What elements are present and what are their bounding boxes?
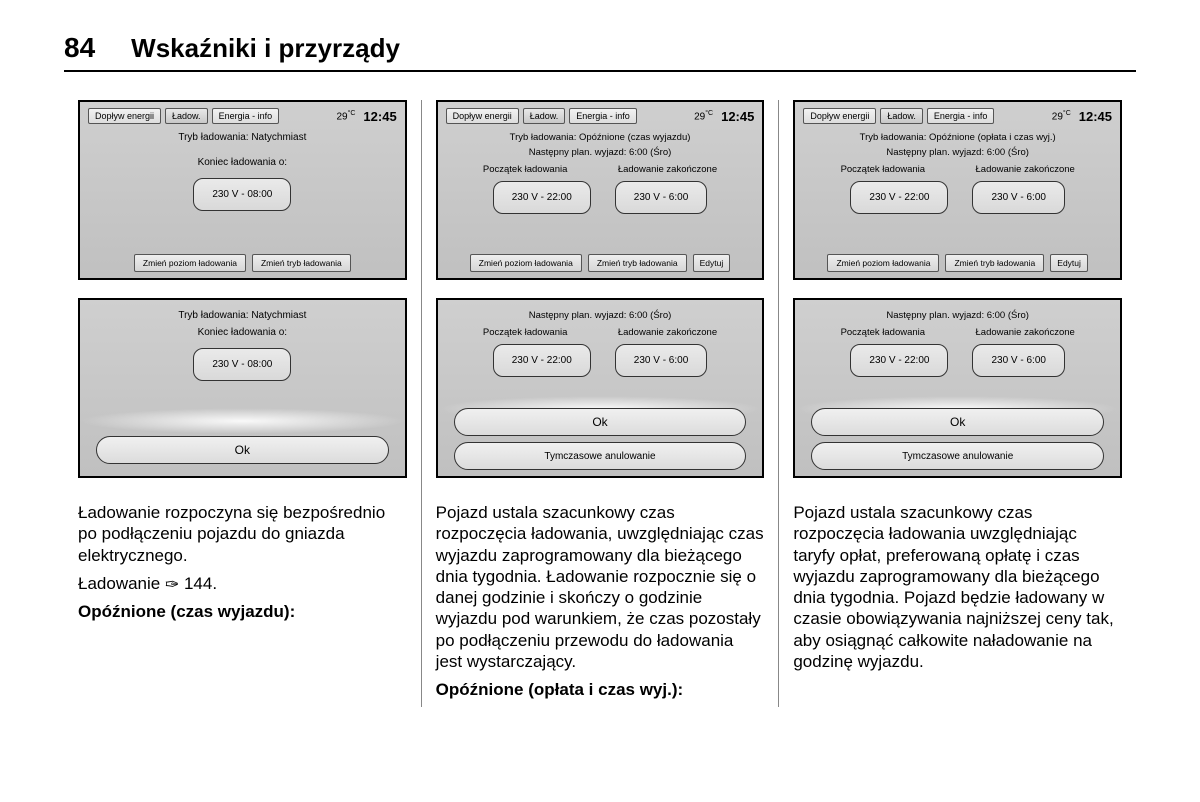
para: Pojazd ustala szacunkowy czas rozpoczęci…	[436, 502, 765, 672]
tab-energy-flow[interactable]: Dopływ energii	[88, 108, 161, 124]
end-box[interactable]: 230 V - 6:00	[972, 344, 1064, 377]
temperature: 29°C	[336, 110, 355, 122]
next-line: Następny plan. wyjazd: 6:00 (Śro)	[795, 310, 1120, 321]
next-line: Następny plan. wyjazd: 6:00 (Śro)	[438, 147, 763, 158]
btn-change-mode[interactable]: Zmień tryb ładowania	[945, 254, 1044, 272]
body-text: Pojazd ustala szacunkowy czas rozpoczęci…	[436, 502, 765, 707]
screen-immediate-top: Dopływ energii Ładow. Energia - info 29°…	[78, 100, 407, 280]
para: Pojazd ustala szacunkowy czas rozpoczęci…	[793, 502, 1122, 672]
end-box[interactable]: 230 V - 6:00	[972, 181, 1064, 214]
tab-energy-info[interactable]: Energia - info	[212, 108, 280, 124]
screen-immediate-ok: Tryb ładowania: Natychmiast Koniec ładow…	[78, 298, 407, 478]
body-text: Pojazd ustala szacunkowy czas rozpoczęci…	[793, 502, 1122, 679]
tab-bar: Dopływ energii Ładow. Energia - info 29°…	[795, 102, 1120, 128]
end-box[interactable]: 230 V - 6:00	[615, 181, 707, 214]
label-end: Ładowanie zakończone	[618, 164, 717, 175]
btn-change-mode[interactable]: Zmień tryb ładowania	[588, 254, 687, 272]
label-start: Początek ładowania	[841, 164, 926, 175]
start-box[interactable]: 230 V - 22:00	[493, 181, 591, 214]
btn-change-mode[interactable]: Zmień tryb ładowania	[252, 254, 351, 272]
tab-energy-flow[interactable]: Dopływ energii	[803, 108, 876, 124]
end-box[interactable]: 230 V - 6:00	[615, 344, 707, 377]
mode-line: Tryb ładowania: Natychmiast	[80, 310, 405, 321]
tab-charging[interactable]: Ładow.	[165, 108, 208, 124]
ok-button[interactable]: Ok	[811, 408, 1104, 436]
cancel-temp-button[interactable]: Tymczasowe anulowanie	[454, 442, 747, 470]
tab-charging[interactable]: Ładow.	[880, 108, 923, 124]
label-start: Początek ładowania	[483, 164, 568, 175]
screen-delayed-ok: Następny plan. wyjazd: 6:00 (Śro) Począt…	[436, 298, 765, 478]
mode-line: Tryb ładowania: Natychmiast	[80, 132, 405, 143]
ok-button[interactable]: Ok	[454, 408, 747, 436]
sub-line: Koniec ładowania o:	[80, 327, 405, 338]
column-2: Dopływ energii Ładow. Energia - info 29°…	[421, 100, 779, 707]
page-header: 84 Wskaźniki i przyrządy	[64, 32, 1136, 72]
sub-heading: Opóźnione (czas wyjazdu):	[78, 601, 407, 622]
screen-delayed-top: Dopływ energii Ładow. Energia - info 29°…	[436, 100, 765, 280]
page-title: Wskaźniki i przyrządy	[131, 33, 400, 64]
start-box[interactable]: 230 V - 22:00	[850, 344, 948, 377]
ok-button[interactable]: Ok	[96, 436, 389, 464]
btn-change-level[interactable]: Zmień poziom ładowania	[134, 254, 246, 272]
body-text: Ładowanie rozpoczyna się bezpośrednio po…	[78, 502, 407, 629]
next-line: Następny plan. wyjazd: 6:00 (Śro)	[795, 147, 1120, 158]
clock: 12:45	[721, 109, 754, 124]
btn-edit[interactable]: Edytuj	[1050, 254, 1088, 272]
cancel-temp-button[interactable]: Tymczasowe anulowanie	[811, 442, 1104, 470]
tab-energy-info[interactable]: Energia - info	[927, 108, 995, 124]
reference-arrow-icon: ✑	[165, 574, 179, 595]
start-box[interactable]: 230 V - 22:00	[850, 181, 948, 214]
mode-line: Tryb ładowania: Opóźnione (czas wyjazdu)	[438, 132, 763, 143]
label-start: Początek ładowania	[841, 327, 926, 338]
para: Ładowanie rozpoczyna się bezpośrednio po…	[78, 502, 407, 566]
sub-line: Koniec ładowania o:	[80, 157, 405, 168]
tab-energy-flow[interactable]: Dopływ energii	[446, 108, 519, 124]
label-end: Ładowanie zakończone	[618, 327, 717, 338]
tab-bar: Dopływ energii Ładow. Energia - info 29°…	[80, 102, 405, 128]
label-end: Ładowanie zakończone	[976, 164, 1075, 175]
columns: Dopływ energii Ładow. Energia - info 29°…	[64, 100, 1136, 707]
tab-bar: Dopływ energii Ładow. Energia - info 29°…	[438, 102, 763, 128]
btn-edit[interactable]: Edytuj	[693, 254, 731, 272]
btn-change-level[interactable]: Zmień poziom ładowania	[827, 254, 939, 272]
charge-end-box[interactable]: 230 V - 08:00	[193, 348, 291, 381]
page-number: 84	[64, 32, 95, 64]
mode-line: Tryb ładowania: Opóźnione (opłata i czas…	[795, 132, 1120, 143]
screen-rate-ok: Następny plan. wyjazd: 6:00 (Śro) Począt…	[793, 298, 1122, 478]
screen-rate-top: Dopływ energii Ładow. Energia - info 29°…	[793, 100, 1122, 280]
tab-charging[interactable]: Ładow.	[523, 108, 566, 124]
temperature: 29°C	[694, 110, 713, 122]
label-start: Początek ładowania	[483, 327, 568, 338]
label-end: Ładowanie zakończone	[976, 327, 1075, 338]
start-box[interactable]: 230 V - 22:00	[493, 344, 591, 377]
temperature: 29°C	[1052, 110, 1071, 122]
charge-end-box[interactable]: 230 V - 08:00	[193, 178, 291, 211]
clock: 12:45	[363, 109, 396, 124]
next-line: Następny plan. wyjazd: 6:00 (Śro)	[438, 310, 763, 321]
clock: 12:45	[1079, 109, 1112, 124]
sub-heading: Opóźnione (opłata i czas wyj.):	[436, 679, 765, 700]
column-1: Dopływ energii Ładow. Energia - info 29°…	[64, 100, 421, 707]
para-ref: Ładowanie ✑ 144.	[78, 573, 407, 594]
column-3: Dopływ energii Ładow. Energia - info 29°…	[778, 100, 1136, 707]
btn-change-level[interactable]: Zmień poziom ładowania	[470, 254, 582, 272]
tab-energy-info[interactable]: Energia - info	[569, 108, 637, 124]
